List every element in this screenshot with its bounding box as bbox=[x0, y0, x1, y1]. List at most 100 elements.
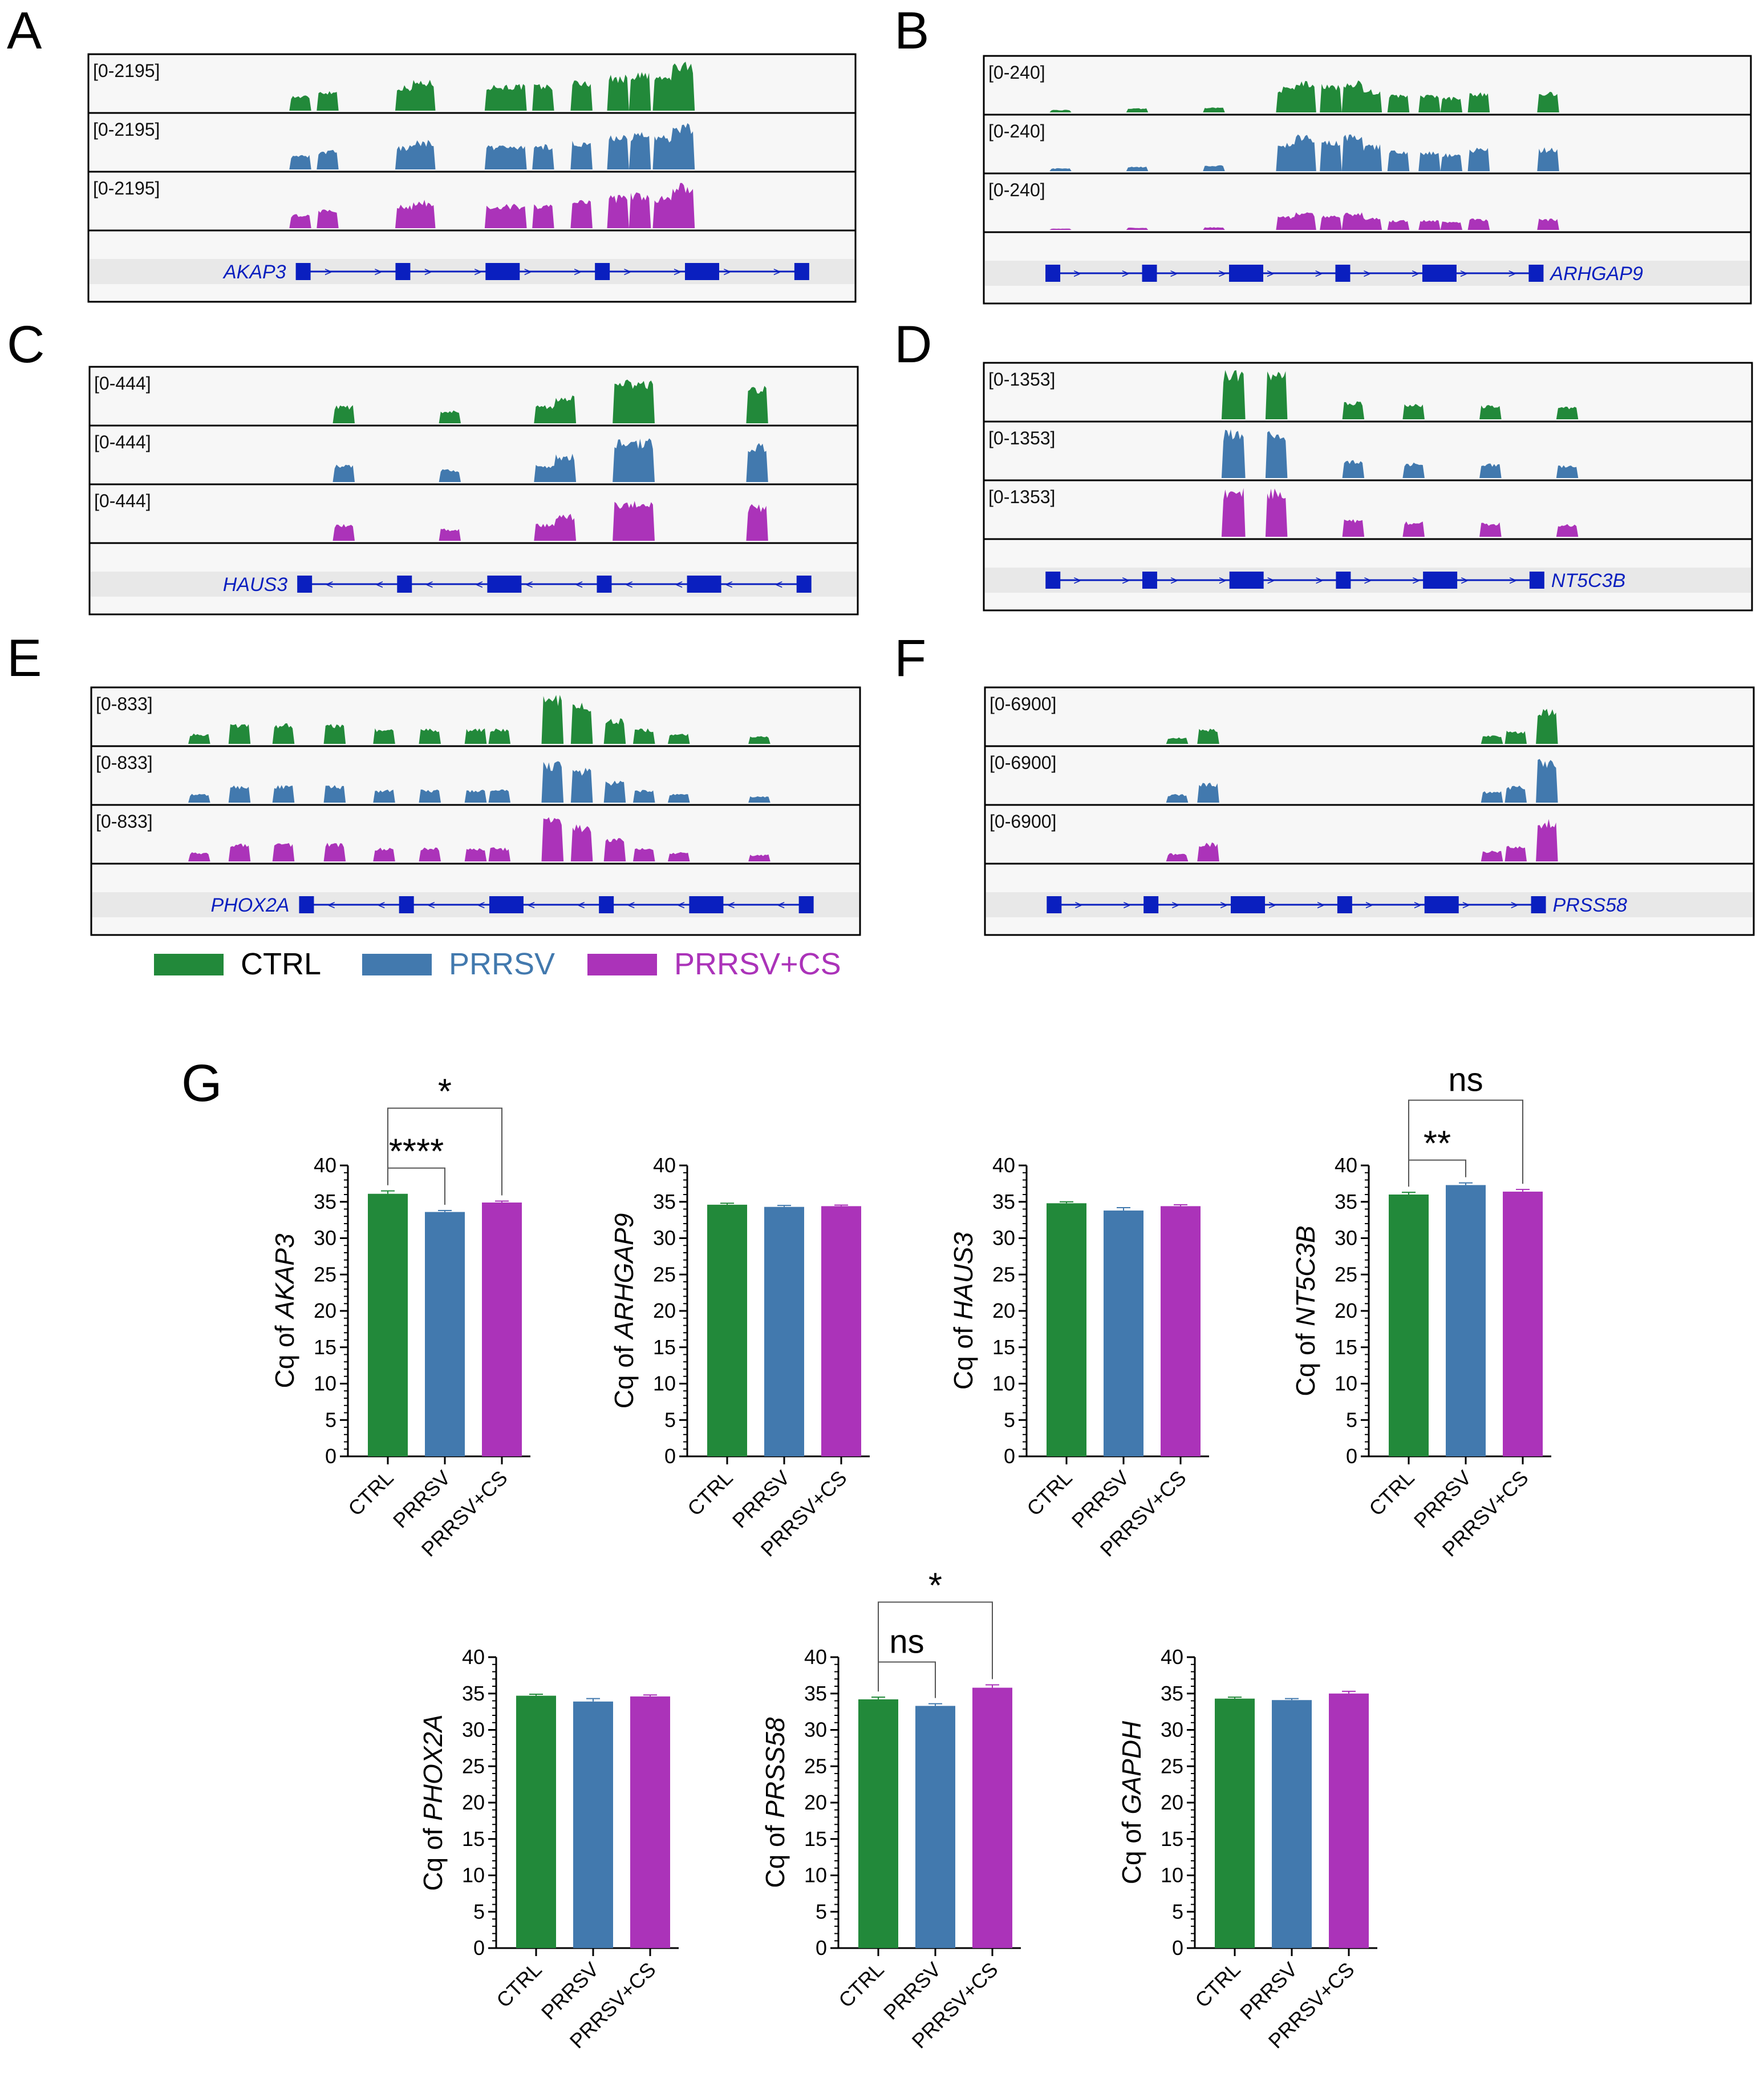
y-tick-label: 25 bbox=[462, 1754, 485, 1778]
coverage-track-CTRL bbox=[983, 362, 1753, 423]
track-range-label: [0-2195] bbox=[93, 119, 160, 140]
strand-arrow-icon: < bbox=[426, 577, 433, 592]
y-tick-label: 10 bbox=[1335, 1372, 1357, 1395]
y-tick-label: 0 bbox=[664, 1444, 676, 1468]
bar-PRRSV+CS bbox=[821, 1206, 861, 1456]
gene-exon bbox=[1531, 896, 1546, 913]
y-tick-label: 5 bbox=[1346, 1408, 1357, 1431]
y-tick-label: 15 bbox=[462, 1827, 485, 1851]
coverage-area-PRRSV bbox=[984, 429, 1752, 478]
gene-exon bbox=[395, 263, 411, 280]
gene-exon bbox=[1228, 265, 1263, 282]
bar-PRRSV+CS bbox=[1329, 1693, 1369, 1948]
y-tick-label: 20 bbox=[314, 1299, 336, 1322]
track-range-label: [0-6900] bbox=[990, 694, 1056, 714]
y-tick-label: 10 bbox=[1161, 1864, 1183, 1887]
strand-arrow-icon: < bbox=[626, 577, 633, 592]
y-tick-label: 20 bbox=[804, 1791, 827, 1814]
gene-exon bbox=[1229, 572, 1264, 589]
y-tick-label: 25 bbox=[1161, 1754, 1183, 1778]
gene-exon bbox=[297, 576, 313, 593]
y-tick-label: 15 bbox=[992, 1335, 1015, 1359]
y-axis-label: Cq of PRSS58 bbox=[760, 1717, 790, 1888]
track-range-label: [0-240] bbox=[988, 62, 1045, 83]
coverage-track-PRRSV+CS bbox=[88, 483, 859, 544]
y-tick-label: 5 bbox=[1004, 1408, 1015, 1431]
strand-arrow-icon: < bbox=[528, 898, 535, 912]
bar-CTRL bbox=[1389, 1195, 1429, 1456]
y-axis-label-prefix: Cq of bbox=[948, 1319, 978, 1390]
strand-arrow-icon: > bbox=[1219, 573, 1226, 588]
coverage-track-PRRSV+CS bbox=[87, 171, 857, 232]
track-range-label: [0-1353] bbox=[988, 487, 1055, 507]
coverage-panel-A: [0-2195] [0-2195] [0-2195] > > > > > > > > > > AKAP3 bbox=[87, 53, 857, 303]
y-tick-label: 0 bbox=[816, 1936, 827, 1960]
gene-exon bbox=[487, 576, 522, 593]
strand-arrow-icon: > bbox=[1267, 573, 1275, 588]
coverage-track-PRRSV bbox=[87, 112, 857, 173]
bar-PRRSV bbox=[425, 1212, 465, 1456]
panel-letter-A: A bbox=[7, 2, 42, 60]
strand-arrow-icon: > bbox=[1365, 898, 1373, 912]
y-tick-label: 20 bbox=[1335, 1299, 1357, 1322]
y-axis-label: Cq of GAPDH bbox=[1117, 1720, 1146, 1884]
x-tick-label: CTRL bbox=[1364, 1466, 1418, 1520]
gene-exon bbox=[295, 263, 311, 280]
y-tick-label: 5 bbox=[473, 1900, 485, 1923]
y-axis-label-gene: ARHGAP9 bbox=[609, 1213, 639, 1341]
y-tick-label: 30 bbox=[992, 1226, 1015, 1250]
y-tick-label: 40 bbox=[653, 1153, 676, 1177]
strand-arrow-icon: > bbox=[1461, 573, 1468, 588]
strand-arrow-icon: > bbox=[1170, 266, 1177, 281]
strand-arrow-icon: > bbox=[1220, 898, 1227, 912]
significance-bracket bbox=[1408, 1099, 1523, 1187]
y-tick-label: 0 bbox=[473, 1936, 485, 1960]
y-tick-label: 10 bbox=[992, 1372, 1015, 1395]
gene-exon bbox=[597, 576, 612, 593]
strand-arrow-icon: > bbox=[1460, 266, 1467, 281]
gene-exon bbox=[1335, 265, 1351, 282]
bar-CTRL bbox=[858, 1699, 898, 1948]
strand-arrow-icon: < bbox=[478, 898, 485, 912]
y-tick-label: 5 bbox=[325, 1408, 336, 1431]
strand-arrow-icon: > bbox=[1315, 266, 1323, 281]
y-tick-label: 25 bbox=[314, 1262, 336, 1286]
strand-arrow-icon: < bbox=[575, 577, 583, 592]
gene-exon bbox=[1528, 265, 1544, 282]
coverage-track-PRRSV bbox=[984, 745, 1755, 806]
significance-label: ns bbox=[1448, 1062, 1483, 1099]
significance-bracket bbox=[878, 1601, 993, 1692]
coverage-panel-B: [0-240] [0-240] [0-240] > > > > > > > > > > ARHGAP9 bbox=[983, 55, 1752, 305]
panel-letter-C: C bbox=[7, 315, 44, 374]
gene-name-label: AKAP3 bbox=[222, 261, 286, 283]
strand-arrow-icon: < bbox=[678, 898, 685, 912]
strand-arrow-icon: < bbox=[578, 898, 585, 912]
x-tick-label: CTRL bbox=[1022, 1466, 1076, 1520]
track-range-label: [0-833] bbox=[96, 752, 153, 773]
bar-PRRSV bbox=[573, 1701, 613, 1948]
legend-label: PRRSV+CS bbox=[674, 947, 841, 981]
x-tick-label: CTRL bbox=[343, 1466, 398, 1520]
coverage-area-PRRSV+CS bbox=[984, 212, 1751, 230]
legend-swatch-PRRSV+CS bbox=[587, 954, 657, 975]
strand-arrow-icon: > bbox=[623, 265, 631, 279]
y-tick-label: 35 bbox=[992, 1190, 1015, 1213]
x-tick-label: CTRL bbox=[683, 1466, 737, 1520]
y-tick-label: 35 bbox=[653, 1190, 676, 1213]
y-tick-label: 25 bbox=[653, 1262, 676, 1286]
track-range-label: [0-240] bbox=[988, 180, 1045, 200]
legend-label: PRRSV bbox=[449, 947, 555, 981]
coverage-area-PRRSV bbox=[88, 123, 855, 169]
legend-swatch-CTRL bbox=[154, 954, 224, 975]
bar-PRRSV+CS bbox=[1161, 1206, 1201, 1456]
strand-arrow-icon: > bbox=[1074, 898, 1082, 912]
y-axis-label: Cq of HAUS3 bbox=[948, 1232, 978, 1390]
coverage-panel-F: [0-6900] [0-6900] [0-6900] > > > > > > > > > > PRSS58 bbox=[984, 686, 1755, 936]
bar-PRRSV bbox=[1272, 1700, 1312, 1948]
strand-arrow-icon: > bbox=[1364, 573, 1371, 588]
track-range-label: [0-2195] bbox=[93, 178, 160, 199]
